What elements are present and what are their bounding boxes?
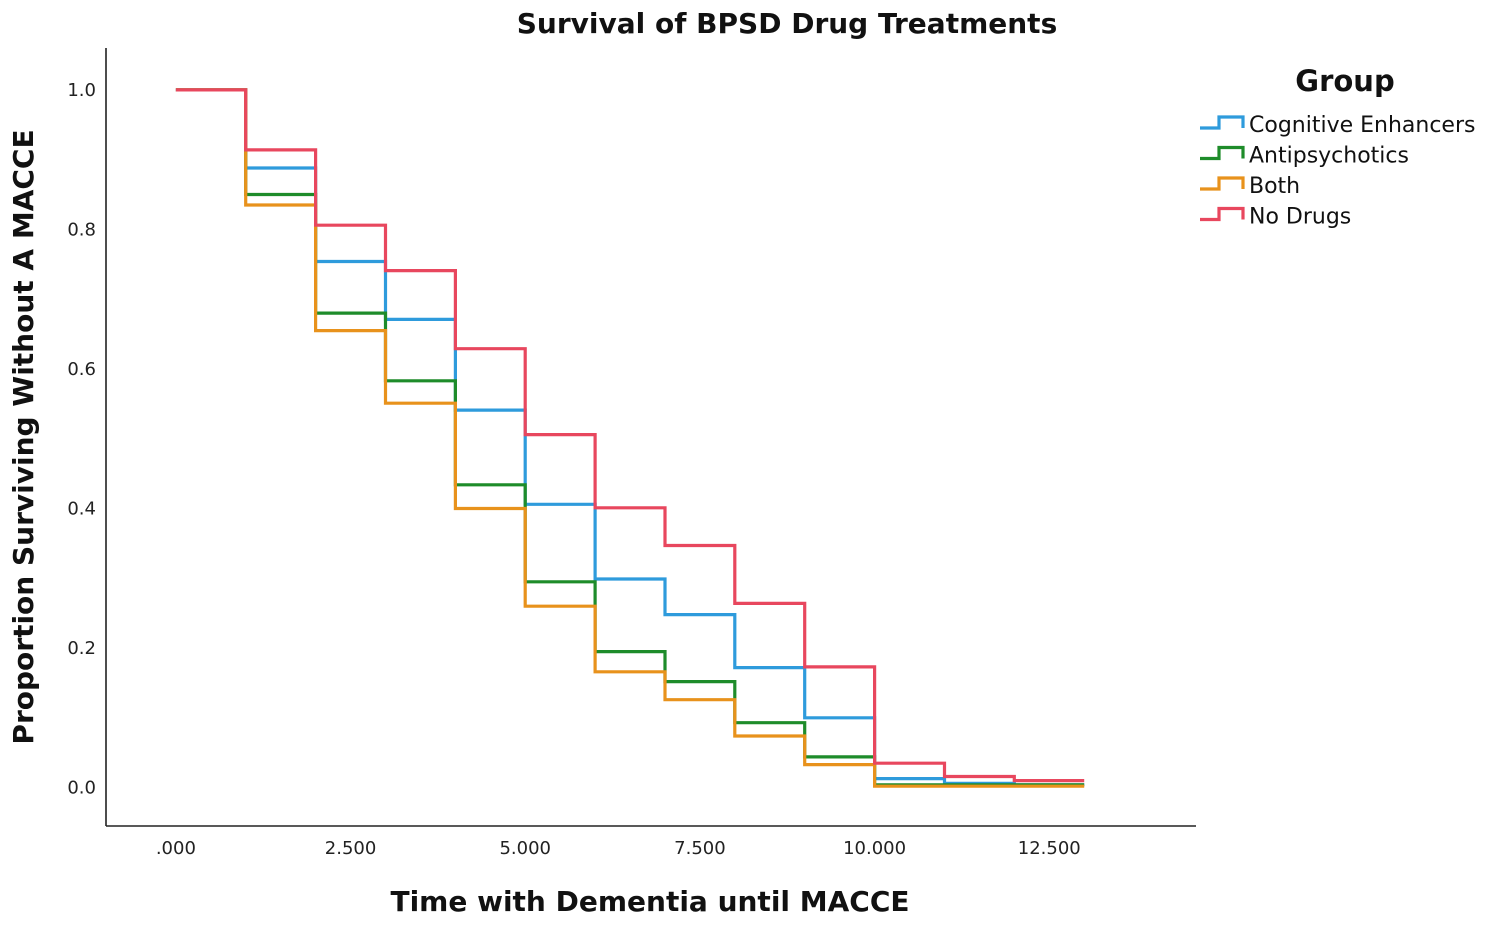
y-tick-label: 1.0 xyxy=(67,80,96,101)
x-tick-labels: .000 2.500 5.000 7.500 10.000 12.500 xyxy=(156,838,1081,859)
axes xyxy=(105,48,1196,827)
series-line-cognitive-enhancers xyxy=(175,88,1085,787)
x-tick-label: 10.000 xyxy=(843,838,906,859)
x-tick-label: 7.500 xyxy=(674,838,726,859)
series-line-both xyxy=(175,88,1085,788)
x-tick-label: 2.500 xyxy=(325,838,377,859)
y-tick-label: 0.8 xyxy=(67,219,96,240)
legend-label-cognitive-enhancers: Cognitive Enhancers xyxy=(1249,113,1475,138)
series-line-no-drugs xyxy=(175,88,1085,783)
legend-swatch-cognitive-enhancers xyxy=(1200,115,1245,130)
legend-label-no-drugs: No Drugs xyxy=(1249,205,1351,230)
y-tick-labels: 0.0 0.2 0.4 0.6 0.8 1.0 xyxy=(67,80,96,799)
series-line-antipsychotics xyxy=(175,88,1085,787)
y-tick-label: 0.2 xyxy=(67,638,96,659)
legend-label-both: Both xyxy=(1249,174,1300,199)
legend-items: Cognitive Enhancers Antipsychotics Both No … xyxy=(1200,113,1475,230)
y-axis-title: Proportion Surviving Without A MACCE xyxy=(7,129,40,744)
x-tick-label: .000 xyxy=(156,838,196,859)
legend-swatch-antipsychotics xyxy=(1200,145,1245,161)
x-tick-label: 12.500 xyxy=(1018,838,1081,859)
legend-title: Group xyxy=(1295,64,1394,98)
series-layer xyxy=(175,88,1085,788)
legend: Group Cognitive Enhancers Antipsychotics B… xyxy=(1200,64,1475,230)
x-tick-label: 5.000 xyxy=(499,838,551,859)
x-axis-title: Time with Dementia until MACCE xyxy=(390,885,909,918)
y-tick-label: 0.0 xyxy=(67,778,96,799)
legend-swatch-both xyxy=(1200,176,1245,191)
legend-swatch-no-drugs xyxy=(1200,206,1245,222)
legend-label-antipsychotics: Antipsychotics xyxy=(1249,144,1409,169)
y-tick-label: 0.6 xyxy=(67,359,96,380)
y-tick-label: 0.4 xyxy=(67,499,96,520)
chart-title: Survival of BPSD Drug Treatments xyxy=(517,7,1057,40)
